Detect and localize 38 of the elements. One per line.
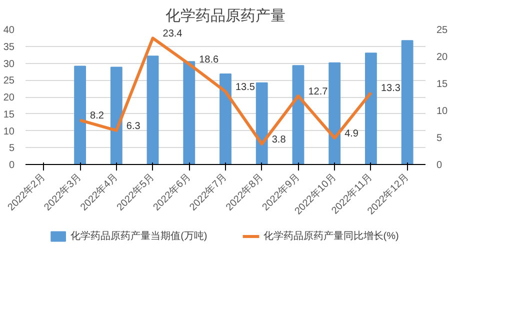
bar — [256, 82, 268, 164]
bar — [110, 66, 122, 164]
y-tick-label: 40 — [3, 25, 15, 36]
bar — [146, 56, 159, 164]
bar — [183, 61, 196, 164]
data-label: 13.3 — [380, 83, 401, 94]
y2-tick-label: 25 — [436, 25, 448, 36]
data-label: 12.7 — [308, 86, 328, 98]
y-tick-label: 0 — [8, 160, 15, 171]
legend-label: 化学药品原药产量当期值(万吨) — [70, 230, 208, 242]
data-label: 8.2 — [90, 110, 104, 122]
y-tick-label: 5 — [8, 143, 15, 154]
bar — [74, 66, 86, 164]
bar — [220, 74, 232, 164]
data-label: 18.6 — [199, 54, 220, 66]
y2-tick-label: 0 — [436, 160, 442, 171]
data-label: 4.9 — [344, 128, 359, 140]
data-label: 23.4 — [162, 28, 183, 40]
y2-tick-label: 15 — [436, 79, 448, 90]
chart-title: 化学药品原药产量 — [166, 8, 286, 24]
legend-label: 化学药品原药产量同比增长(%) — [263, 230, 399, 242]
y2-tick-label: 5 — [436, 133, 442, 144]
y2-tick-label: 20 — [436, 52, 448, 63]
line-series — [78, 36, 372, 146]
y-tick-label: 35 — [3, 42, 15, 53]
bar — [401, 40, 414, 164]
y-tick-label: 30 — [3, 58, 15, 70]
y2-tick-label: 10 — [436, 106, 448, 117]
bar — [292, 65, 304, 164]
y-tick-label: 10 — [3, 126, 15, 138]
bar — [328, 62, 341, 164]
data-label: 3.8 — [272, 134, 286, 146]
y-tick-label: 25 — [3, 76, 15, 87]
y-tick-label: 20 — [3, 92, 15, 104]
data-label: 13.5 — [236, 82, 256, 94]
bar — [365, 52, 377, 164]
data-label: 6.3 — [126, 120, 141, 132]
y-tick-label: 15 — [3, 109, 15, 120]
